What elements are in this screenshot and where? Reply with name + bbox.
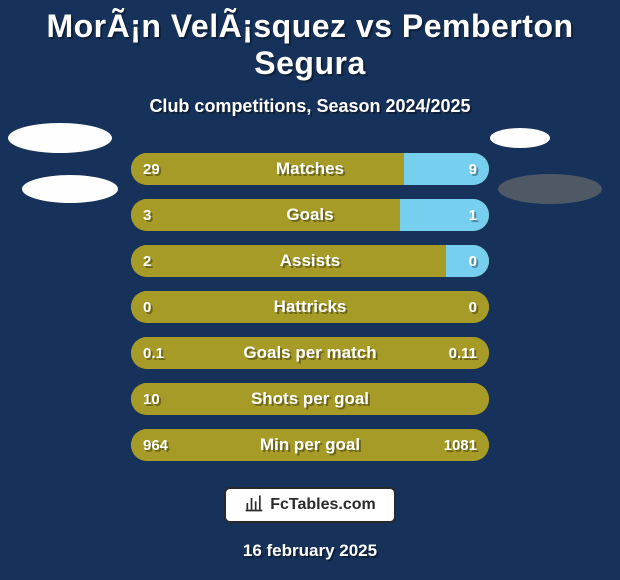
branding-text: FcTables.com — [270, 496, 376, 514]
stat-fill-left — [131, 383, 489, 415]
bar-chart-icon — [244, 493, 264, 518]
footer-date: 16 february 2025 — [0, 541, 620, 561]
stat-fill-left — [131, 337, 489, 369]
left-ellipse — [22, 175, 118, 203]
stat-fill-left — [131, 291, 489, 323]
subtitle: Club competitions, Season 2024/2025 — [0, 96, 620, 117]
stat-row: 31Goals — [131, 199, 489, 231]
stat-fill-left — [131, 429, 489, 461]
stat-fill-right — [446, 245, 489, 277]
stat-row: 10Shots per goal — [131, 383, 489, 415]
stat-fill-right — [404, 153, 489, 185]
stat-row: 0.10.11Goals per match — [131, 337, 489, 369]
stat-row: 20Assists — [131, 245, 489, 277]
branding-badge[interactable]: FcTables.com — [224, 487, 396, 523]
stat-fill-left — [131, 199, 400, 231]
stat-row: 00Hattricks — [131, 291, 489, 323]
right-ellipse — [490, 128, 550, 148]
stat-row: 9641081Min per goal — [131, 429, 489, 461]
left-ellipse — [8, 123, 112, 153]
comparison-infographic: MorÃ¡n VelÃ¡squez vs Pemberton Segura Cl… — [0, 0, 620, 580]
stat-fill-right — [400, 199, 490, 231]
stat-row: 299Matches — [131, 153, 489, 185]
right-ellipse — [498, 174, 602, 204]
stat-fill-left — [131, 153, 404, 185]
stat-fill-left — [131, 245, 489, 277]
page-title: MorÃ¡n VelÃ¡squez vs Pemberton Segura — [0, 0, 620, 82]
